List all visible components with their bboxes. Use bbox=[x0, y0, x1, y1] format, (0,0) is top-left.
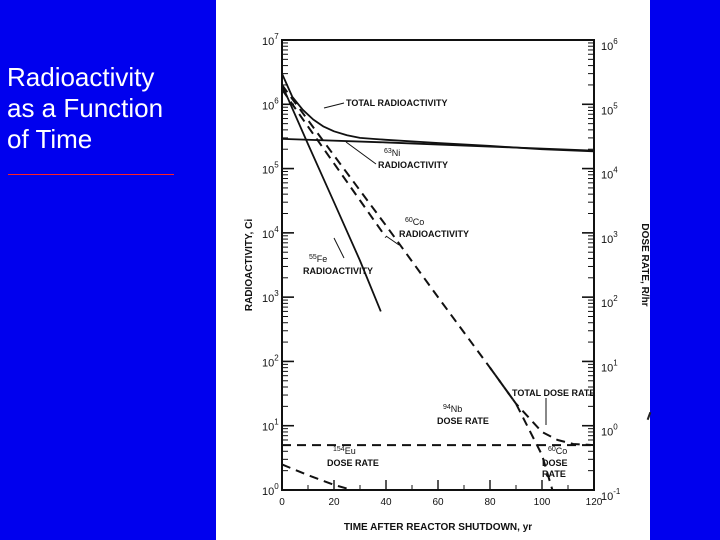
left-tick-label: 101 bbox=[262, 418, 279, 434]
x-tick-label: 0 bbox=[279, 497, 285, 508]
annotation-label-total-radioactivity: TOTAL RADIOACTIVITY bbox=[346, 98, 448, 108]
right-tick-label: 106 bbox=[601, 37, 618, 53]
annotation-label-co60-dose: RATE bbox=[542, 469, 566, 479]
annotation-label-nb94: DOSE RATE bbox=[437, 416, 489, 426]
right-tick-label: 104 bbox=[601, 166, 618, 182]
annotation-label-co60-act: RADIOACTIVITY bbox=[399, 229, 469, 239]
slide-title-line-1: Radioactivity bbox=[7, 62, 155, 92]
x-tick-label: 40 bbox=[380, 497, 392, 508]
x-axis-label: TIME AFTER REACTOR SHUTDOWN, yr bbox=[344, 522, 532, 533]
right-tick-label: 101 bbox=[601, 358, 618, 374]
left-tick-label: 104 bbox=[262, 225, 279, 241]
annotation-label-co60-dose: DOSE bbox=[542, 458, 568, 468]
x-tick-label: 120 bbox=[586, 497, 603, 508]
annotation-isotope-fe55: 55Fe bbox=[309, 254, 327, 264]
series-line-2 bbox=[281, 84, 382, 312]
x-tick-label: 60 bbox=[432, 497, 444, 508]
right-tick-label: 103 bbox=[601, 230, 618, 246]
annotation-isotope-nb94: 94Nb bbox=[443, 404, 462, 414]
annotation-isotope-eu154: 154Eu bbox=[333, 446, 356, 456]
left-tick-label: 106 bbox=[262, 96, 279, 112]
title-underline-rule bbox=[8, 174, 174, 175]
right-tick-label: 100 bbox=[601, 423, 618, 439]
x-tick-label: 20 bbox=[328, 497, 340, 508]
series-line-7 bbox=[489, 367, 554, 491]
left-tick-label: 105 bbox=[262, 161, 279, 177]
x-tick-label: 80 bbox=[484, 497, 496, 508]
series-line-6 bbox=[281, 463, 353, 491]
slide-title-line-2: as a Function bbox=[7, 93, 164, 123]
slide-title: Radioactivity as a Function of Time bbox=[7, 62, 207, 155]
left-tick-label: 100 bbox=[262, 482, 279, 498]
series-line-3 bbox=[281, 88, 387, 238]
annotation-leader-ni63 bbox=[345, 141, 377, 165]
right-tick-label: 10-1 bbox=[601, 487, 621, 503]
right-tick-label: 102 bbox=[601, 294, 618, 310]
annotation-label-eu154: DOSE RATE bbox=[327, 458, 379, 468]
x-tick-label: 100 bbox=[534, 497, 551, 508]
slide-title-line-3: of Time bbox=[7, 124, 93, 154]
left-tick-label: 107 bbox=[262, 32, 279, 48]
series-line-1 bbox=[281, 137, 595, 152]
chart-panel: 100 101 102 103 104 105 106 107 10-1 100 101 102 103… bbox=[216, 0, 650, 540]
annotation-leader-co60-act bbox=[385, 235, 400, 246]
left-tick-label: 102 bbox=[262, 353, 279, 369]
annotation-isotope-ni63: 63Ni bbox=[384, 148, 400, 158]
annotation-label-total-dose: TOTAL DOSE RATE bbox=[512, 388, 595, 398]
annotation-isotope-co60-act: 60Co bbox=[405, 217, 424, 227]
decay-chart: 100 101 102 103 104 105 106 107 10-1 100 101 102 103… bbox=[244, 32, 650, 533]
annotation-label-fe55: RADIOACTIVITY bbox=[303, 266, 373, 276]
annotation-isotope-co60-dose: 60Co bbox=[548, 446, 567, 456]
annotation-leader-total-radioactivity bbox=[323, 102, 345, 109]
annotation-leader-fe55 bbox=[333, 237, 345, 259]
left-tick-label: 103 bbox=[262, 289, 279, 305]
right-tick-label: 105 bbox=[601, 101, 618, 117]
annotation-label-ni63: RADIOACTIVITY bbox=[378, 160, 448, 170]
right-axis-label: DOSE RATE, R/hr bbox=[639, 223, 650, 306]
left-axis-label: RADIOACTIVITY, Ci bbox=[244, 219, 255, 311]
